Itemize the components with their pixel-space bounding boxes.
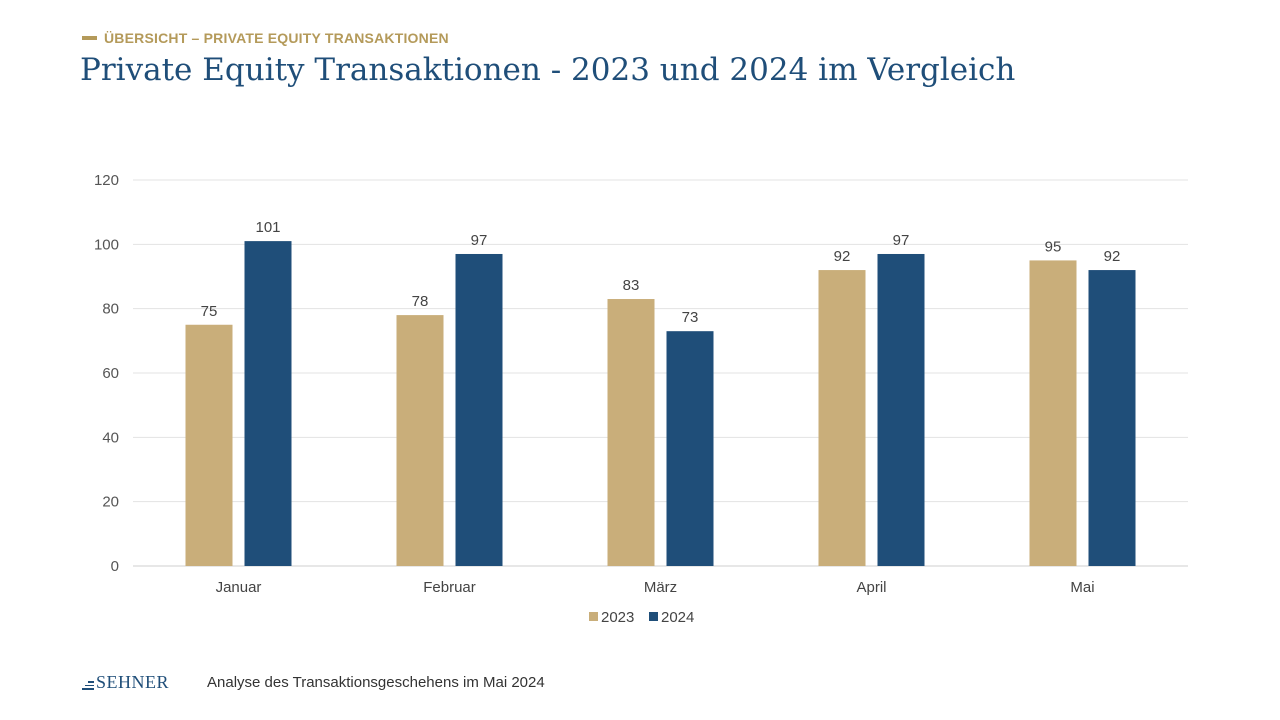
bar-2023-april: [818, 270, 866, 566]
legend-swatch-2023: [589, 612, 598, 621]
bar-2024-januar: [244, 241, 292, 566]
y-tick-label: 100: [94, 236, 119, 253]
data-label: 78: [412, 293, 429, 310]
x-tick-label: März: [644, 579, 677, 596]
legend-label-2024: 2024: [661, 609, 694, 626]
bar-2024-märz: [666, 331, 714, 566]
data-label: 73: [682, 309, 699, 326]
logo-lines-icon: [82, 676, 94, 690]
company-logo: SEHNER: [82, 672, 169, 693]
y-tick-label: 80: [102, 301, 119, 318]
bar-2024-mai: [1088, 270, 1136, 566]
section-kicker: ÜBERSICHT – PRIVATE EQUITY TRANSAKTIONEN: [82, 30, 449, 46]
bar-2023-februar: [396, 315, 444, 566]
bar-2023-märz: [607, 299, 655, 566]
data-label: 75: [201, 303, 218, 320]
x-tick-label: April: [856, 579, 886, 596]
data-label: 83: [623, 277, 640, 294]
data-label: 95: [1045, 238, 1062, 255]
data-label: 101: [255, 219, 280, 236]
bar-2023-januar: [185, 324, 233, 566]
y-tick-label: 120: [94, 172, 119, 189]
bar-2024-februar: [455, 253, 503, 566]
logo-text: SEHNER: [96, 672, 170, 692]
y-tick-label: 40: [102, 429, 119, 446]
kicker-text: ÜBERSICHT – PRIVATE EQUITY TRANSAKTIONEN: [104, 30, 449, 46]
page-title: Private Equity Transaktionen - 2023 und …: [80, 52, 1016, 88]
footer-text: Analyse des Transaktionsgeschehens im Ma…: [207, 674, 545, 691]
y-tick-label: 0: [111, 558, 119, 575]
data-label: 97: [471, 232, 488, 249]
x-tick-label: Februar: [423, 579, 476, 596]
kicker-bar: [82, 36, 97, 40]
data-label: 97: [893, 232, 910, 249]
y-tick-label: 60: [102, 365, 119, 382]
x-tick-label: Januar: [216, 579, 262, 596]
legend-swatch-2024: [649, 612, 658, 621]
legend-label-2023: 2023: [601, 609, 634, 626]
bar-2024-april: [877, 253, 925, 566]
data-label: 92: [1104, 248, 1121, 265]
data-label: 92: [834, 248, 851, 265]
x-tick-label: Mai: [1070, 579, 1094, 596]
y-tick-label: 20: [102, 494, 119, 511]
bar-2023-mai: [1029, 260, 1077, 566]
